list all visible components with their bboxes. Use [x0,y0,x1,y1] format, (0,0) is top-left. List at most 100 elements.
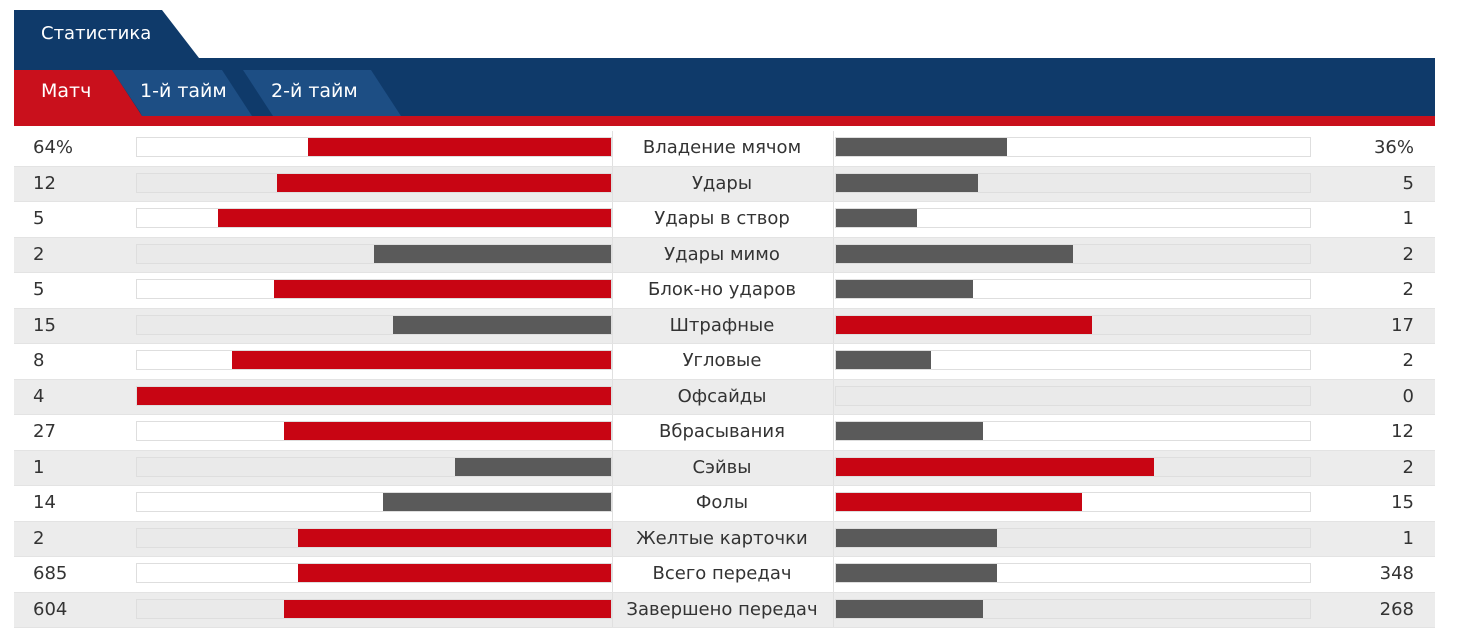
stat-row: 27 Вбрасывания 12 [14,415,1435,451]
column-divider [612,379,613,414]
column-divider [833,202,834,237]
away-value: 2 [1402,456,1414,478]
away-bar [836,138,1007,156]
home-bar [298,528,611,547]
stat-row: 8 Угловые 2 [14,344,1435,380]
away-bar [836,280,974,298]
column-divider [833,379,834,414]
home-bar-track [136,172,612,193]
home-bar [298,564,611,582]
home-bar [283,422,611,440]
away-value: 2 [1402,279,1414,300]
away-bar [836,351,931,369]
away-bar-track [835,137,1311,157]
away-bar [836,493,1083,511]
stat-label: Всего передач [652,563,792,584]
away-bar-track [835,492,1311,512]
away-value: 1 [1402,208,1414,229]
home-value: 5 [33,208,45,229]
home-bar-track [136,350,612,370]
home-bar [374,244,611,263]
tab-match[interactable]: Матч [14,70,142,116]
column-divider [833,308,834,343]
column-divider [833,521,834,556]
away-bar-track [835,421,1311,441]
tab-match-shape [14,70,142,116]
stat-row: 685 Всего передач 348 [14,557,1435,593]
stat-label: Угловые [682,350,762,371]
stat-label: Владение мячом [642,137,802,158]
home-value: 14 [33,492,56,513]
tab-first-half-label: 1-й тайм [140,80,227,102]
tab-statistics[interactable]: Статистика [14,10,199,58]
home-bar-track [136,492,612,512]
tab-first-half-shape [112,70,252,116]
away-bar-track [835,350,1311,370]
column-divider [833,131,834,166]
stat-row: 5 Блок-но ударов 2 [14,273,1435,309]
column-divider [833,486,834,521]
home-bar [307,138,611,156]
stat-row: 604 Завершено передач 268 [14,592,1435,628]
home-bar [392,315,611,334]
column-divider [612,521,613,556]
away-bar-track [835,314,1311,335]
home-value: 8 [33,350,45,371]
away-bar-track [835,208,1311,228]
stat-row: 15 Штрафные 17 [14,308,1435,344]
away-value: 1 [1402,527,1414,549]
tab-first-half[interactable]: 1-й тайм [112,70,252,116]
stat-row: 2 Удары мимо 2 [14,237,1435,273]
stat-label: Удары [691,172,753,194]
home-bar [383,493,611,511]
stat-row: 12 Удары 5 [14,166,1435,202]
column-divider [612,237,613,272]
home-bar-track [136,208,612,228]
stats-table: 64% Владение мячом 36% 12 Удары 5 5 Удары в ств… [14,131,1435,628]
column-divider [612,486,613,521]
away-value: 12 [1391,421,1414,442]
column-divider [833,557,834,592]
away-value: 348 [1379,563,1414,584]
column-divider [612,592,613,627]
away-value: 15 [1391,492,1414,513]
column-divider [833,237,834,272]
home-bar [454,457,611,476]
home-value: 2 [33,243,45,265]
stat-row: 14 Фолы 15 [14,486,1435,522]
stat-label: Фолы [695,492,749,513]
column-divider [612,415,613,450]
column-divider [612,450,613,485]
column-divider [612,202,613,237]
away-bar [836,209,917,227]
column-divider [612,308,613,343]
home-value: 5 [33,279,45,300]
stat-label: Удары в створ [654,208,790,229]
away-bar [836,528,998,547]
stat-row: 64% Владение мячом 36% [14,131,1435,167]
column-divider [833,450,834,485]
away-bar [836,244,1073,263]
away-bar-track [835,563,1311,583]
tab-second-half-shape [243,70,401,116]
stat-label: Удары мимо [664,243,780,265]
stat-row: 2 Желтые карточки 1 [14,521,1435,557]
column-divider [612,344,613,379]
column-divider [833,166,834,201]
home-value: 4 [33,385,45,407]
home-bar-track [136,385,612,406]
home-value: 15 [33,314,56,336]
home-value: 604 [33,598,68,620]
home-bar-track [136,527,612,548]
away-bar [836,422,983,440]
column-divider [833,344,834,379]
tab-second-half[interactable]: 2-й тайм [243,70,403,116]
stat-row: 5 Удары в створ 1 [14,202,1435,238]
home-bar [283,599,611,618]
away-bar-track [835,385,1311,406]
away-bar-track [835,243,1311,264]
stat-label: Вбрасывания [659,421,785,442]
home-bar-track [136,314,612,335]
stat-label: Штрафные [669,314,775,336]
home-bar [231,351,611,369]
